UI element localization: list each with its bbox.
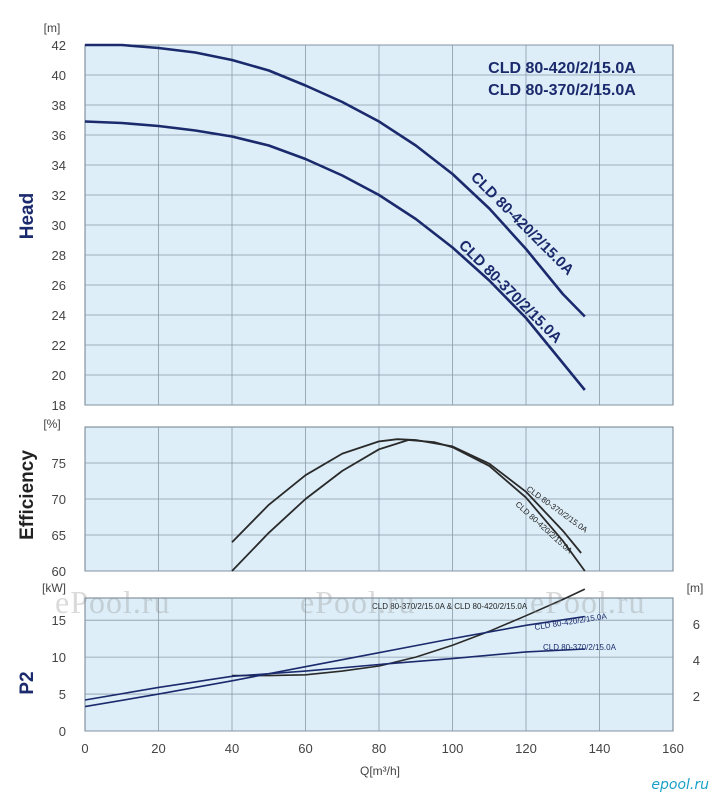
watermark-1: ePool.ru — [55, 584, 171, 620]
series-label: CLD 80-370/2/15.0A — [543, 643, 617, 652]
y-tick-label: 20 — [52, 368, 66, 383]
x-tick-label: 40 — [225, 741, 239, 756]
y-tick-label: 28 — [52, 248, 66, 263]
x-tick-label: 80 — [372, 741, 386, 756]
y-tick-label: 34 — [52, 158, 66, 173]
y-axis-title: P2 — [17, 671, 38, 694]
x-tick-label: 120 — [515, 741, 537, 756]
x-tick-label: 0 — [81, 741, 88, 756]
y-unit-label: [kW] — [42, 581, 66, 595]
y-tick-label: 75 — [52, 456, 66, 471]
y-tick-label: 32 — [52, 188, 66, 203]
series-label: CLD 80-370/2/15.0A & CLD 80-420/2/15.0A — [372, 602, 528, 611]
series-line — [84, 615, 585, 708]
y-tick-label: 18 — [52, 398, 66, 413]
y-tick-label: 38 — [52, 98, 66, 113]
x-axis-title: Q[m³/h] — [360, 764, 400, 778]
y-axis-title: Head — [17, 193, 38, 239]
y-tick-label: 70 — [52, 492, 66, 507]
y-unit-label: [%] — [43, 417, 60, 431]
y-axis-title: Efficiency — [17, 450, 38, 540]
secondary-tick-label: 6 — [693, 617, 700, 632]
y-tick-label: 0 — [59, 724, 66, 739]
secondary-tick-label: 4 — [693, 653, 700, 668]
series-line — [85, 43, 586, 318]
series-line — [231, 439, 586, 572]
y-tick-label: 36 — [52, 128, 66, 143]
x-tick-label: 20 — [151, 741, 165, 756]
watermark-2: ePool.ru — [300, 584, 416, 620]
series-line — [84, 648, 585, 701]
y-tick-label: 30 — [52, 218, 66, 233]
series-line — [232, 588, 586, 677]
x-tick-label: 60 — [298, 741, 312, 756]
x-tick-label: 140 — [589, 741, 611, 756]
watermark-3: ePool.ru — [530, 584, 646, 620]
y-tick-label: 42 — [52, 38, 66, 53]
corner-watermark: epool.ru — [651, 777, 709, 793]
y-unit-label: [m] — [44, 21, 61, 35]
y-tick-label: 26 — [52, 278, 66, 293]
y-tick-label: 5 — [59, 687, 66, 702]
y-tick-label: 10 — [52, 650, 66, 665]
secondary-tick-label: 2 — [693, 689, 700, 704]
y-tick-label: 40 — [52, 68, 66, 83]
x-tick-label: 100 — [442, 741, 464, 756]
y-tick-label: 24 — [52, 308, 66, 323]
y-tick-label: 22 — [52, 338, 66, 353]
y-tick-label: 65 — [52, 528, 66, 543]
secondary-unit-label: [m] — [687, 581, 704, 595]
series-line — [84, 120, 586, 391]
legend-entry: CLD 80-420/2/15.0A — [488, 60, 636, 77]
series-line — [231, 438, 582, 554]
y-tick-label: 60 — [52, 564, 66, 579]
y-tick-label: 15 — [52, 613, 66, 628]
legend-entry: CLD 80-370/2/15.0A — [488, 82, 636, 99]
x-tick-label: 160 — [662, 741, 684, 756]
